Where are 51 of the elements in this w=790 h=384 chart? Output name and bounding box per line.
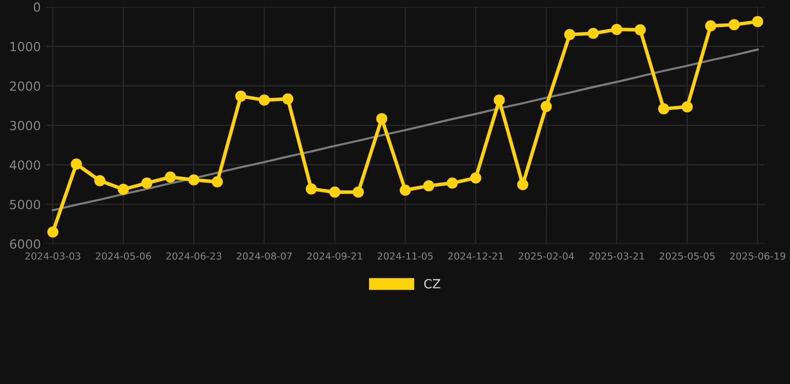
y-tick-label: 1000: [10, 42, 40, 52]
point: [141, 177, 152, 189]
x-tick-label: 2024-08-07: [236, 252, 292, 260]
x-tick-label: 2024-05-06: [96, 252, 151, 260]
point: [588, 28, 599, 39]
point: [118, 184, 129, 195]
point: [564, 28, 576, 40]
point: [752, 16, 764, 28]
point: [164, 172, 176, 183]
x-tick-label: 2024-11-05: [378, 252, 433, 260]
point: [376, 113, 388, 124]
x-tick-label: 2024-03-03: [25, 252, 80, 260]
point: [400, 184, 411, 196]
point: [517, 179, 528, 190]
point: [470, 172, 482, 184]
point: [634, 24, 646, 36]
x-tick-label: 2025-03-21: [589, 252, 644, 260]
point: [47, 226, 58, 238]
point: [540, 100, 552, 112]
x-tick-label: 2024-12-21: [448, 252, 504, 260]
point: [282, 93, 294, 104]
point: [446, 177, 458, 189]
point: [94, 175, 106, 186]
point: [728, 19, 740, 30]
x-tick-label: 2025-05-05: [660, 252, 715, 260]
y-tick-label: 6000: [10, 239, 40, 249]
point: [352, 186, 364, 198]
point: [494, 94, 505, 106]
point: [70, 158, 82, 170]
point: [306, 183, 317, 195]
point: [235, 90, 246, 102]
point: [423, 180, 434, 192]
y-tick-label: 4000: [10, 160, 40, 170]
point: [658, 103, 670, 114]
y-tick-label: 3000: [10, 120, 40, 130]
point: [705, 20, 716, 32]
x-tick-label: 2024-06-23: [166, 252, 222, 260]
y-tick-label: 5000: [10, 200, 40, 210]
point: [258, 94, 270, 106]
point: [682, 101, 693, 112]
line-series: [52, 48, 759, 212]
point: [329, 186, 340, 198]
y-tick-label: 2000: [10, 81, 40, 91]
x-tick-label: 2024-09-21: [307, 252, 362, 260]
x-tick-label: 2025-06-19: [730, 252, 786, 260]
point: [212, 176, 223, 188]
point: [611, 24, 622, 35]
legend-label: CZ: [424, 279, 440, 288]
point: [188, 174, 200, 186]
x-tick-label: 2025-02-04: [518, 252, 574, 260]
y-tick-label: 0: [34, 2, 40, 12]
